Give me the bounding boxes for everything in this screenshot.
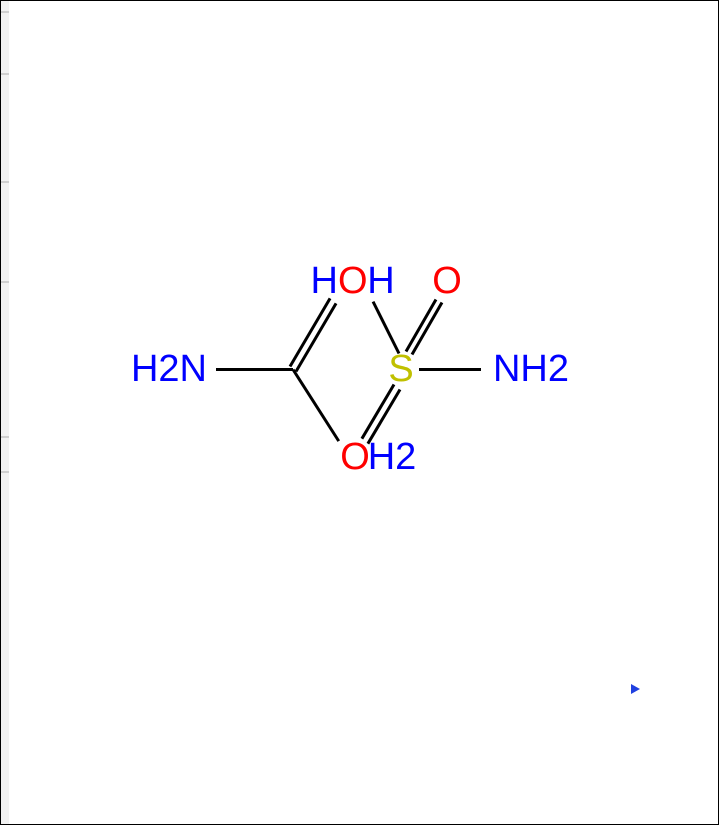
bond-line [404,298,437,351]
bond-line [295,302,338,372]
ruler-tick [1,73,9,75]
atom-o-top: O [432,262,462,300]
ruler-tick [1,281,9,283]
left-ruler-strip [1,1,9,824]
bond-line [360,384,395,440]
ruler-tick [1,471,9,473]
bond-line [216,368,293,371]
play-icon[interactable] [631,684,640,694]
atom-s: S [388,350,413,388]
atom-oh-top: HO [310,262,367,300]
atom-h-top: H [367,262,394,300]
atom-o-bottom: O [340,438,370,476]
atom-oh-h: H [310,260,337,302]
atom-oh-o: O [338,260,368,302]
atom-h2-bottom: H2 [368,438,417,476]
ruler-tick [1,181,9,183]
bond-line [372,300,401,353]
atom-nh2-left: H2N [131,350,207,388]
ruler-tick [1,436,9,438]
bond-line [292,368,341,442]
bond-line [288,298,331,368]
bond-line [419,368,481,371]
atom-nh2-right: NH2 [493,350,569,388]
diagram-canvas: H2N HO H O S NH2 O H2 [0,0,719,825]
ruler-tick [1,11,9,13]
